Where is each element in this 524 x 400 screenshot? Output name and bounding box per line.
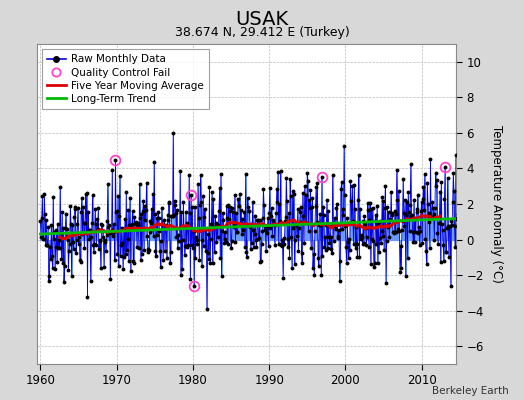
Text: 38.674 N, 29.412 E (Turkey): 38.674 N, 29.412 E (Turkey) [174,26,350,39]
Y-axis label: Temperature Anomaly (°C): Temperature Anomaly (°C) [490,125,503,283]
Text: Berkeley Earth: Berkeley Earth [432,386,508,396]
Legend: Raw Monthly Data, Quality Control Fail, Five Year Moving Average, Long-Term Tren: Raw Monthly Data, Quality Control Fail, … [42,49,209,109]
Text: USAK: USAK [235,10,289,29]
